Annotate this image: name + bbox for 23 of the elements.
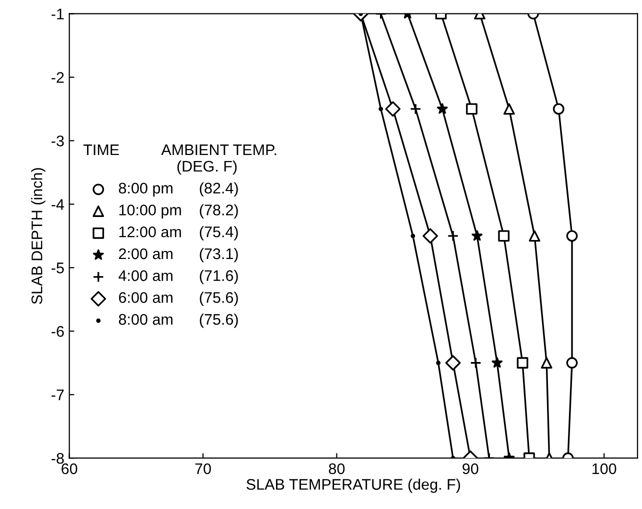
y-tick-label: -6 — [52, 326, 64, 337]
legend-label: 8:00 pm (82.4) — [118, 182, 238, 197]
legend-label: 2:00 am (73.1) — [118, 248, 238, 262]
x-tick-label: 60 — [62, 463, 78, 474]
y-tick-label: -1 — [52, 8, 64, 20]
y-tick-label: -4 — [52, 199, 64, 210]
x-axis-title: SLAB TEMPERATURE (deg. F) — [246, 478, 460, 493]
x-tick-label: 100 — [592, 463, 616, 474]
y-tick-label: -3 — [52, 136, 64, 146]
y-tick-label: -7 — [52, 390, 64, 400]
y-axis-title: SLAB DEPTH (inch) — [31, 168, 46, 304]
x-tick-label: 70 — [195, 463, 211, 474]
legend-label: 12:00 am (75.4) — [119, 226, 238, 240]
legend-label: 8:00 am (75.6) — [118, 314, 238, 328]
y-tick-label: -8 — [52, 452, 64, 464]
y-tick-label: -5 — [52, 262, 64, 274]
legend-label: 4:00 am (71.6) — [118, 270, 238, 284]
legend-title: TIME AMBIENT TEMP. (DEG. F) — [83, 144, 276, 175]
x-tick-label: 90 — [462, 463, 478, 474]
legend-label: 10:00 pm (78.2) — [119, 204, 238, 218]
x-tick-label: 80 — [328, 463, 345, 474]
legend-label: 6:00 am (75.6) — [119, 292, 238, 306]
y-tick-label: -2 — [52, 72, 64, 83]
